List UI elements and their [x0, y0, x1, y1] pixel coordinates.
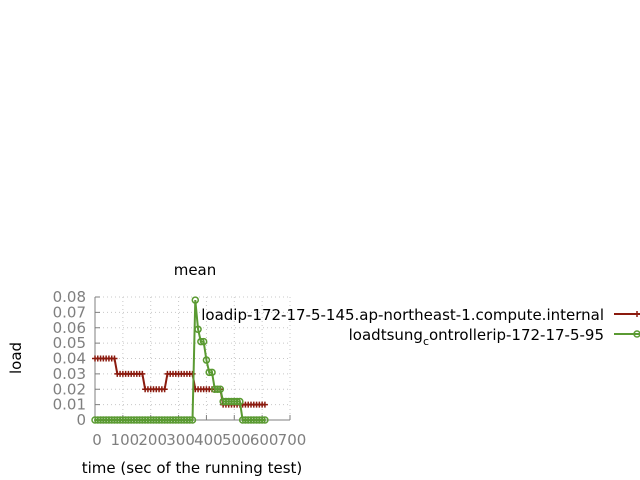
y-tick-label: 0.06 — [53, 319, 86, 337]
legend-entry-tsung-controller: loadtsungcontrollerip-172-17-5-95 — [349, 326, 640, 348]
y-tick-label: 0.01 — [53, 396, 86, 414]
x-tick-label: 600 — [250, 431, 279, 449]
legend-entry-ip-172-17-5-145: loadip-172-17-5-145.ap-northeast-1.compu… — [201, 306, 640, 324]
series-line — [95, 357, 265, 406]
legend: loadip-172-17-5-145.ap-northeast-1.compu… — [201, 306, 640, 348]
y-tick-label: 0.03 — [53, 365, 86, 383]
x-tick-label: 700 — [278, 431, 307, 449]
y-tick-label: 0 — [76, 411, 86, 429]
chart-title: mean — [174, 261, 217, 279]
y-tick-label: 0.08 — [53, 288, 86, 306]
data-point — [185, 416, 194, 424]
legend-label-prefix: load — [349, 326, 381, 344]
y-tick-label: 0.07 — [53, 303, 86, 321]
series-1 — [91, 296, 269, 424]
data-point — [261, 416, 269, 424]
legend-label-tail: ip-172-17-5-95 — [492, 326, 604, 344]
y-axis: 00.010.020.030.040.050.060.070.08 — [53, 288, 100, 429]
data-point — [261, 401, 268, 408]
x-axis-title: time (sec of the running test) — [82, 459, 303, 477]
y-tick-label: 0.02 — [53, 380, 86, 398]
legend-label-sub: c — [423, 335, 429, 348]
data-point — [205, 368, 213, 377]
legend-label-ip-172-17-5-145: loadip-172-17-5-145.ap-northeast-1.compu… — [201, 306, 604, 324]
legend-label-tsung-controller: loadtsungcontrollerip-172-17-5-95 — [349, 326, 604, 348]
x-tick-label: 500 — [222, 431, 251, 449]
data-point — [236, 397, 244, 406]
x-tick-label: 400 — [194, 431, 223, 449]
y-tick-label: 0.05 — [53, 334, 86, 352]
y-axis-title: load — [7, 342, 25, 374]
data-point — [194, 325, 202, 334]
data-point — [233, 397, 241, 406]
legend-label-prefix: load — [201, 306, 233, 324]
plot-area — [91, 296, 269, 424]
legend-marker — [633, 330, 640, 338]
data-point — [139, 370, 146, 377]
data-point — [213, 385, 222, 393]
data-point — [197, 337, 205, 346]
data-point — [202, 356, 211, 364]
x-axis: 0 100 200 300 400 500 600 700 — [92, 415, 306, 449]
data-point — [208, 368, 216, 377]
legend-label-main: tsung — [381, 326, 423, 344]
legend-label-main: ip-172-17-5-145.ap-northeast-1.compute.i… — [233, 306, 604, 324]
data-point — [111, 355, 118, 362]
x-tick-label: 200 — [138, 431, 167, 449]
legend-label-rest: ontroller — [429, 326, 493, 344]
x-tick-label: 100 — [111, 431, 140, 449]
data-point — [258, 416, 266, 424]
data-point — [199, 337, 208, 346]
y-tick-label: 0.04 — [53, 350, 86, 368]
data-point — [188, 416, 197, 424]
legend-marker — [634, 311, 640, 317]
data-point — [161, 386, 168, 393]
x-tick-label: 300 — [166, 431, 195, 449]
data-point — [191, 296, 200, 304]
x-tick-label: 0 — [92, 431, 102, 449]
data-point — [216, 385, 225, 393]
